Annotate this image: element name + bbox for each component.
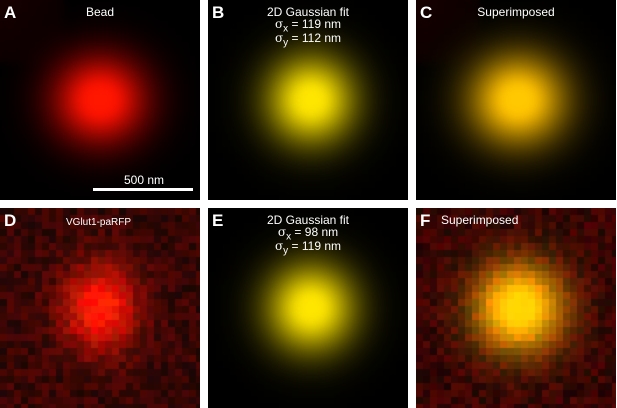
scale-bar	[93, 188, 193, 191]
panel-letter-c: C	[420, 3, 433, 22]
panel-c-superimposed: C Superimposed	[416, 0, 616, 200]
panel-letter-e: E	[212, 211, 224, 230]
scale-bar-label: 500 nm	[124, 173, 165, 187]
panel-a-bead: A Bead 500 nm	[0, 0, 200, 200]
sigma-x-text: σx = 119 nm	[274, 17, 342, 35]
superimposed-image-2	[416, 208, 616, 408]
panel-d-vglut1: D VGlut1-paRFP	[0, 208, 200, 408]
panel-title-vglut1: VGlut1-paRFP	[66, 217, 132, 228]
panel-letter-d: D	[4, 211, 17, 230]
panel-title-superimposed: Superimposed	[477, 5, 555, 19]
panel-b-gaussian-fit: B 2D Gaussian fit σx = 119 nm σy = 112 n…	[208, 0, 408, 200]
superimposed-image	[416, 0, 616, 200]
sigma-y-text: σy = 112 nm	[274, 31, 342, 49]
panel-title-bead: Bead	[85, 5, 115, 19]
panel-title-superimposed-2: Superimposed	[441, 213, 519, 227]
panel-letter-a: A	[4, 3, 17, 22]
panel-letter-b: B	[212, 3, 225, 22]
panel-title-gaussian-fit-2: 2D Gaussian fit	[266, 213, 350, 227]
panel-letter-f: F	[420, 211, 431, 230]
bead-image	[0, 0, 200, 200]
vglut1-image	[0, 208, 200, 408]
panel-title-gaussian-fit: 2D Gaussian fit	[266, 5, 350, 19]
gaussian-fit-image-2	[208, 208, 408, 408]
sigma-y-text-2: σy = 119 nm	[274, 239, 342, 257]
gaussian-fit-image	[208, 0, 408, 200]
sigma-x-text-2: σx = 98 nm	[277, 225, 339, 243]
panel-f-superimposed: F Superimposed	[416, 208, 616, 408]
panel-e-gaussian-fit: E 2D Gaussian fit σx = 98 nm σy = 119 nm	[208, 208, 408, 408]
